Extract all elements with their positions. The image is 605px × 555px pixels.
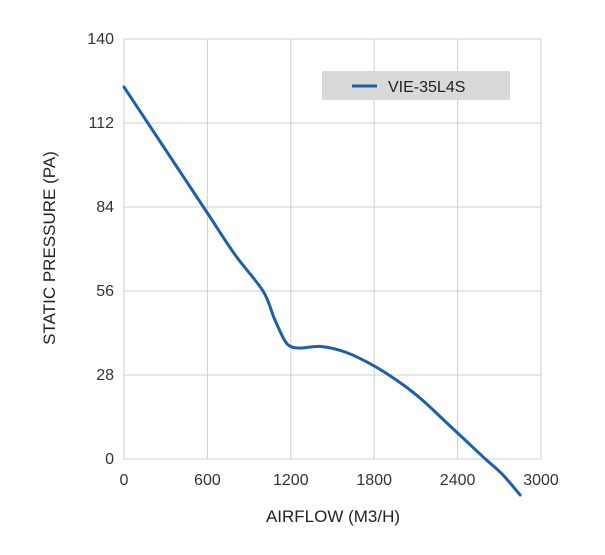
y-tick-label: 0 (105, 451, 114, 468)
y-tick-label: 140 (87, 31, 114, 48)
y-axis-label: STATIC PRESSURE (PA) (40, 151, 59, 345)
x-tick-label: 2400 (440, 472, 476, 489)
y-tick-labels: 0 28 56 84 112 140 (87, 31, 114, 468)
legend: VIE-35L4S (322, 71, 510, 100)
x-tick-label: 3000 (523, 472, 559, 489)
series-line (122, 85, 522, 497)
grid (123, 38, 542, 460)
y-tick-label: 56 (96, 283, 114, 300)
y-tick-label: 28 (96, 367, 114, 384)
x-tick-label: 0 (120, 472, 129, 489)
legend-entry: VIE-35L4S (388, 79, 465, 96)
x-tick-label: 1800 (356, 472, 392, 489)
x-axis-label: AIRFLOW (M3/H) (266, 507, 400, 526)
x-tick-labels: 0 600 1200 1800 2400 3000 (120, 472, 559, 489)
y-tick-label: 112 (88, 115, 114, 132)
plot-frame (123, 38, 542, 460)
x-tick-label: 600 (194, 472, 221, 489)
y-tick-label: 84 (96, 199, 114, 216)
x-tick-label: 1200 (273, 472, 309, 489)
